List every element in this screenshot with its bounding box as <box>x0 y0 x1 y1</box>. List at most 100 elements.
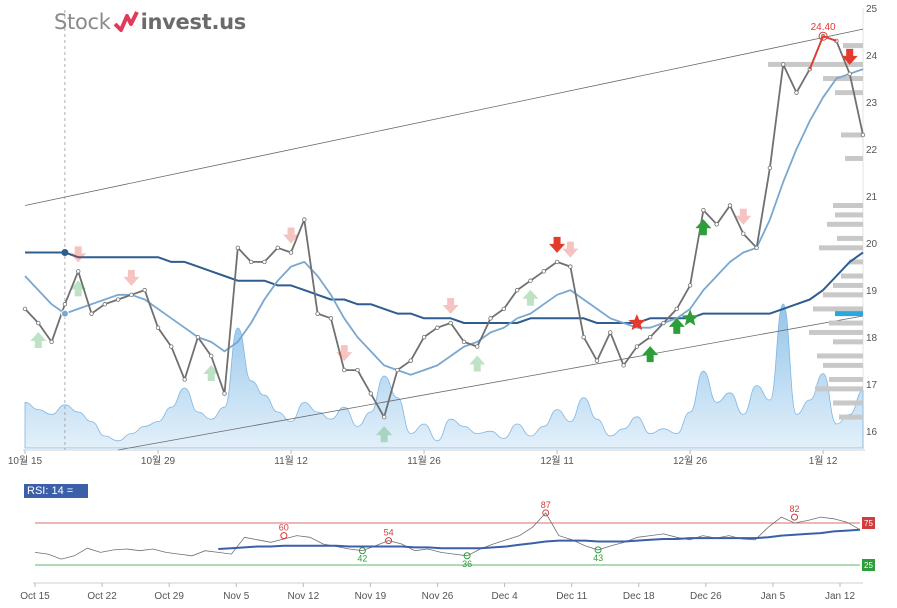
rsi-x-tick-label: Dec 4 <box>492 591 519 602</box>
volume-area <box>24 303 864 449</box>
price-point <box>102 302 108 307</box>
volume-profile-bar <box>841 132 863 138</box>
volume-profile-bar <box>815 386 863 392</box>
buy-signal-arrow <box>376 426 393 443</box>
price-line <box>24 35 864 419</box>
buy-star-icon <box>681 309 699 326</box>
volume-profile-bar <box>833 202 863 208</box>
sell-signal-arrow <box>841 48 858 65</box>
volume-profile-bar <box>835 90 863 96</box>
price-point <box>62 302 68 307</box>
rsi-extreme-circle <box>280 532 288 540</box>
price-point <box>461 339 467 345</box>
volume-profile-bar <box>813 306 863 312</box>
price-point <box>754 245 759 251</box>
volume-profile-bar <box>823 362 863 368</box>
cursor-point-long <box>61 249 69 257</box>
rsi-x-tick-label: Nov 12 <box>287 591 319 602</box>
price-point <box>475 344 480 349</box>
rsi-x-tick-label: Nov 19 <box>355 591 387 602</box>
rsi-level-label: 25 <box>864 561 873 570</box>
price-point <box>421 334 427 340</box>
sell-star-icon <box>628 314 646 331</box>
volume-profile-bar <box>829 320 863 326</box>
y-tick-label: 21 <box>866 192 878 203</box>
price-point <box>767 165 773 171</box>
x-tick-label: 1월 12 <box>809 455 838 467</box>
price-point <box>847 71 852 77</box>
volume-profile-bar <box>849 259 863 265</box>
price-point <box>661 320 666 326</box>
trend-line-upper <box>24 28 864 206</box>
volume-profile-bar <box>829 376 863 382</box>
rsi-extreme-label: 42 <box>357 554 367 564</box>
sell-signal-arrow <box>549 236 566 253</box>
y-tick-label: 24 <box>866 51 878 62</box>
price-point <box>275 245 280 251</box>
y-tick-label: 20 <box>866 239 878 250</box>
sell-signal-arrow <box>123 269 140 286</box>
price-point <box>780 62 786 67</box>
rsi-x-tick-label: Dec 26 <box>690 591 722 602</box>
price-point <box>687 283 693 288</box>
price-point <box>76 269 81 274</box>
buy-signal-arrow <box>203 364 220 381</box>
rsi-level-badge <box>862 517 875 529</box>
volume-profile-bar <box>817 353 863 359</box>
y-tick-label: 17 <box>866 380 878 391</box>
rsi-x-tick-label: Dec 18 <box>623 591 655 602</box>
x-tick-label: 10월 29 <box>141 455 176 467</box>
cursor-point-short <box>60 309 69 318</box>
trend-line-lower <box>118 315 864 451</box>
rsi-extreme-circle <box>385 537 393 545</box>
rsi-x-tick-label: Dec 11 <box>556 591 587 602</box>
sell-signal-arrow <box>70 246 87 263</box>
price-highlight-segment <box>808 35 837 70</box>
current-price-marker <box>835 311 863 317</box>
price-point <box>381 414 387 420</box>
rsi-x-tick-label: Oct 29 <box>154 591 184 602</box>
volume-profile-bar <box>841 273 863 279</box>
rsi-x-tick-label: Jan 12 <box>825 591 855 602</box>
brand-logo[interactable]: Stock invest.us <box>54 10 246 37</box>
price-point <box>49 339 54 345</box>
rsi-extreme-circle <box>594 546 602 554</box>
price-point <box>514 287 520 293</box>
price-point <box>581 334 586 340</box>
price-point <box>315 311 320 316</box>
price-point <box>302 217 307 222</box>
rsi-x-tick-label: Nov 26 <box>422 591 454 602</box>
buy-signal-arrow <box>30 332 47 349</box>
price-point <box>488 316 493 321</box>
price-point <box>209 353 214 359</box>
volume-profile-bar <box>839 414 863 420</box>
buy-signal-arrow <box>642 346 659 363</box>
sell-signal-arrow <box>735 208 752 225</box>
price-point <box>741 231 746 236</box>
x-tick-label: 12월 11 <box>540 455 574 467</box>
volume-profile-bar <box>823 76 863 82</box>
max-price-label: 24.40 <box>811 22 836 33</box>
price-point <box>395 367 400 373</box>
price-point <box>634 344 640 349</box>
y-tick-label: 16 <box>866 427 878 438</box>
volume-profile-bar <box>833 400 863 406</box>
price-point <box>288 250 294 255</box>
y-tick-label: 18 <box>866 333 878 344</box>
rsi-extreme-label: 54 <box>384 528 394 538</box>
price-point <box>22 306 28 312</box>
price-point <box>222 391 227 396</box>
rsi-smooth-line <box>218 528 861 550</box>
price-point <box>368 391 374 396</box>
price-point <box>155 325 161 330</box>
price-point <box>435 325 440 330</box>
rsi-extreme-label: 43 <box>593 553 603 563</box>
volume-profile-bar <box>809 329 863 335</box>
rsi-extreme-label: 87 <box>541 500 551 510</box>
price-point <box>408 358 413 363</box>
rsi-extreme-circle <box>463 552 471 560</box>
price-point <box>248 259 254 265</box>
brand-part-2: invest.us <box>140 10 247 34</box>
